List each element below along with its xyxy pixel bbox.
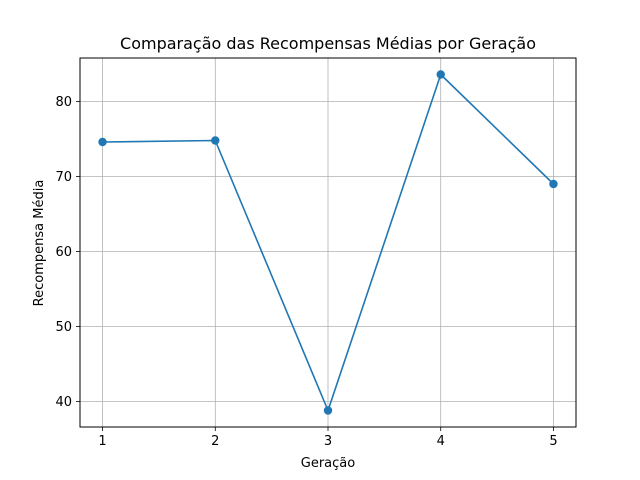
data-point (323, 406, 333, 415)
axis-ticks: 1 2 3 4 5 40 50 60 70 80 (55, 95, 557, 449)
data-point (211, 136, 220, 145)
data-point (98, 137, 107, 147)
y-axis-label: Recompensa Média (32, 180, 47, 307)
x-tick-label: 4 (437, 434, 445, 449)
chart-title: Comparação das Recompensas Médias por Ge… (120, 34, 536, 53)
y-tick-label: 70 (55, 170, 72, 185)
data-point (549, 179, 558, 189)
x-tick-label: 2 (211, 434, 219, 449)
x-tick-label: 1 (98, 434, 106, 449)
grid-lines (80, 58, 576, 427)
x-axis-label: Geração (301, 456, 355, 471)
y-tick-label: 80 (55, 95, 72, 110)
y-tick-label: 60 (55, 245, 72, 260)
x-tick-label: 3 (324, 434, 332, 449)
data-point (436, 70, 445, 79)
y-tick-label: 40 (55, 395, 72, 410)
x-tick-label: 5 (549, 434, 557, 449)
data-series (98, 70, 558, 415)
y-tick-label: 50 (55, 320, 72, 335)
